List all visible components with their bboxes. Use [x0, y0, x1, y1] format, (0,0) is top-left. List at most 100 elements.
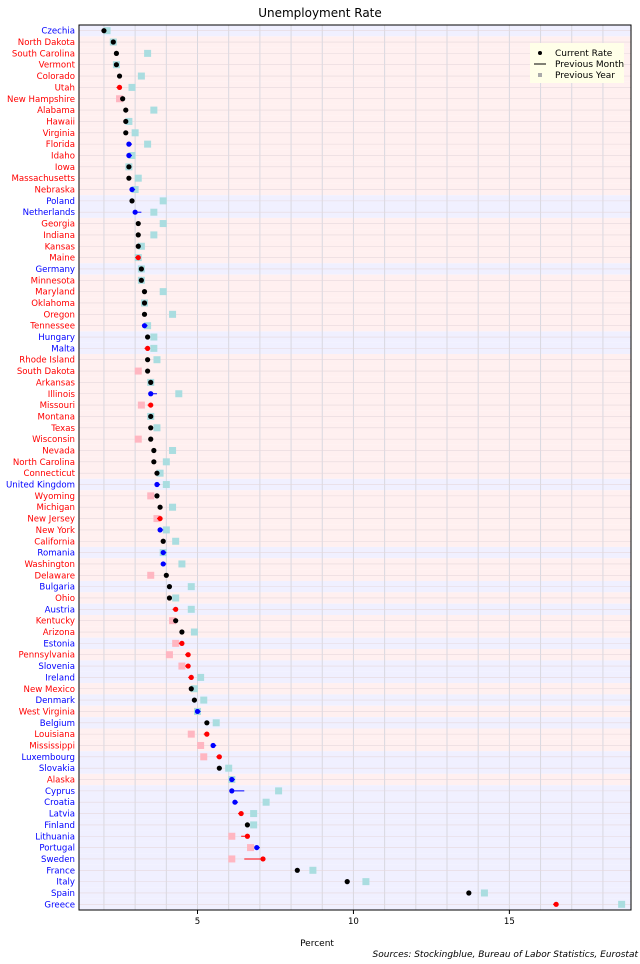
category-label: North Carolina — [13, 458, 75, 468]
previous-year-mark — [134, 174, 142, 182]
previous-year-mark — [172, 639, 180, 647]
previous-year-mark — [228, 832, 236, 840]
category-label: Pennsylvania — [19, 651, 75, 661]
category-label: Oregon — [43, 310, 75, 320]
category-label: Malta — [51, 344, 75, 354]
previous-year-mark — [156, 469, 164, 477]
previous-year-mark — [147, 571, 155, 579]
category-label: Arkansas — [36, 378, 76, 388]
previous-year-mark — [147, 492, 155, 500]
current-rate-point — [160, 538, 166, 544]
previous-year-mark — [250, 810, 258, 818]
previous-year-mark — [144, 49, 152, 57]
legend-prev-year-label: Previous Year — [555, 71, 615, 81]
category-label: Germany — [36, 265, 76, 275]
category-label: Michigan — [36, 503, 75, 513]
current-rate-point — [110, 39, 116, 45]
current-rate-point — [204, 720, 210, 726]
previous-year-mark — [228, 855, 236, 863]
current-rate-point — [148, 413, 154, 420]
current-rate-point — [229, 776, 235, 783]
category-label: Washington — [24, 560, 75, 570]
current-rate-point — [210, 742, 216, 749]
current-rate-point — [173, 618, 179, 624]
category-label: Texas — [50, 424, 75, 434]
current-rate-point — [294, 867, 300, 873]
current-rate-point — [154, 493, 160, 499]
previous-year-mark — [225, 764, 233, 772]
category-label: Maine — [49, 254, 75, 264]
current-rate-point — [344, 879, 350, 885]
previous-year-mark — [187, 730, 195, 738]
source-note: Sources: Stockingblue, Bureau of Labor S… — [373, 950, 639, 960]
current-rate-point — [129, 198, 135, 204]
category-label: Sweden — [41, 855, 75, 865]
previous-year-mark — [137, 401, 145, 409]
category-label: Nebraska — [34, 186, 75, 196]
previous-year-mark — [159, 197, 167, 205]
current-rate-point — [123, 107, 129, 113]
current-rate-point — [148, 391, 154, 397]
current-rate-point — [141, 289, 148, 295]
previous-year-mark — [480, 889, 488, 897]
category-label: Nevada — [42, 446, 75, 456]
category-label: Indiana — [43, 231, 75, 241]
current-rate-point — [126, 175, 132, 181]
legend: Current Rate Previous Month Previous Yea… — [530, 43, 624, 83]
current-rate-point — [216, 765, 222, 771]
previous-year-mark — [137, 242, 145, 250]
current-rate-point — [138, 266, 144, 272]
current-rate-point — [145, 357, 151, 363]
current-rate-point — [123, 118, 129, 125]
current-rate-point — [141, 311, 148, 317]
legend-current-label: Current Rate — [555, 49, 613, 59]
category-label: New Jersey — [27, 515, 75, 525]
category-label: Mississippi — [29, 741, 75, 751]
current-rate-point — [145, 334, 151, 340]
previous-year-mark — [212, 719, 220, 727]
current-rate-point — [132, 209, 138, 215]
plot-frame — [78, 24, 632, 911]
previous-year-mark — [162, 526, 170, 534]
category-label: Idaho — [51, 151, 75, 161]
previous-year-mark — [618, 900, 626, 908]
previous-year-mark — [144, 140, 152, 148]
category-label: Georgia — [41, 220, 75, 230]
category-label: Austria — [45, 605, 75, 615]
current-rate-point — [145, 345, 151, 351]
category-label: Romania — [37, 549, 75, 559]
category-label: Estonia — [43, 639, 75, 649]
current-rate-point — [113, 62, 120, 68]
current-rate-point — [244, 822, 251, 828]
current-rate-point — [151, 459, 157, 465]
previous-year-mark — [162, 458, 170, 466]
current-rate-point — [185, 663, 191, 669]
category-label: Belgium — [40, 719, 75, 729]
current-rate-point — [126, 164, 132, 170]
current-rate-point — [157, 504, 163, 510]
category-label: Finland — [44, 821, 75, 831]
current-rate-point — [135, 232, 141, 238]
previous-year-mark — [190, 628, 198, 636]
category-label: Ireland — [45, 673, 75, 683]
current-rate-point — [260, 856, 266, 862]
category-label: Ohio — [55, 594, 75, 604]
previous-year-mark — [159, 288, 167, 296]
current-rate-point — [148, 436, 154, 442]
previous-year-mark — [131, 129, 139, 137]
category-label: Latvia — [49, 810, 75, 820]
category-label: North Dakota — [18, 38, 75, 48]
previous-year-mark — [150, 106, 158, 114]
previous-year-mark — [169, 617, 177, 625]
previous-year-mark — [137, 72, 145, 80]
category-label: Portugal — [39, 844, 75, 854]
category-label: Alabama — [37, 106, 75, 116]
current-rate-point — [135, 243, 141, 249]
category-label: Wyoming — [35, 492, 75, 502]
category-label: Montana — [38, 412, 75, 422]
previous-year-mark — [150, 344, 158, 352]
current-rate-point — [179, 629, 185, 635]
category-label: Massachusetts — [11, 174, 75, 184]
